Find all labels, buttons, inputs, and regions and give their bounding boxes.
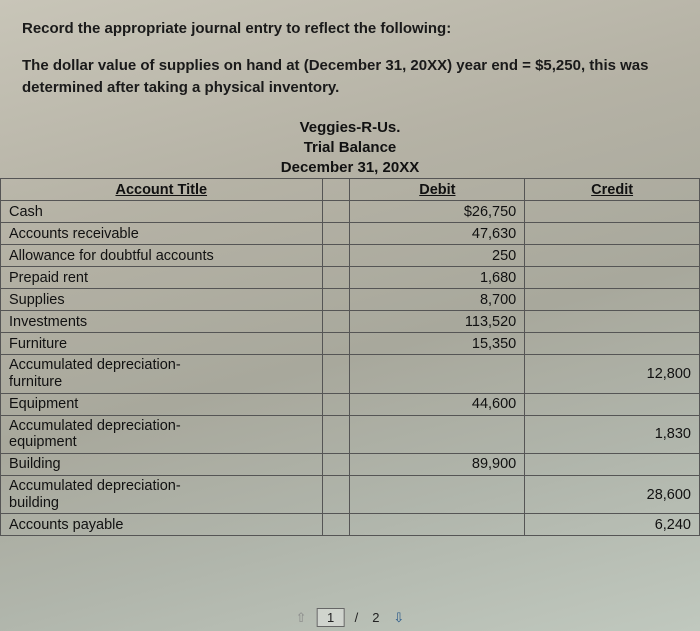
gap-cell (322, 415, 350, 453)
table-row: Equipment 44,600 (1, 393, 700, 415)
company-name: Veggies-R-Us. (0, 118, 700, 138)
prompt-line-1: Record the appropriate journal entry to … (22, 18, 678, 41)
prompt-line-2: The dollar value of supplies on hand at … (22, 55, 678, 100)
gap-cell (322, 355, 350, 393)
question-prompt: Record the appropriate journal entry to … (0, 18, 700, 100)
table-row: Accumulated depreciation-building 28,600 (1, 475, 700, 513)
gap-cell (322, 245, 350, 267)
table-row: Accounts payable 6,240 (1, 514, 700, 536)
table-row: Building 89,900 (1, 453, 700, 475)
credit-cell: 1,830 (525, 415, 700, 453)
account-cell: Accumulated depreciation-building (1, 475, 323, 513)
statement-date: December 31, 20XX (0, 158, 700, 178)
credit-cell (525, 289, 700, 311)
worksheet-page: Record the appropriate journal entry to … (0, 0, 700, 631)
account-cell: Furniture (1, 333, 323, 355)
table-row: Accounts receivable 47,630 (1, 223, 700, 245)
credit-cell: 28,600 (525, 475, 700, 513)
current-page: 1 (317, 608, 345, 627)
gap-cell (322, 267, 350, 289)
debit-cell: 250 (350, 245, 525, 267)
debit-cell: $26,750 (350, 201, 525, 223)
table-row: Cash $26,750 (1, 201, 700, 223)
table-row: Investments 113,520 (1, 311, 700, 333)
account-cell: Accumulated depreciation-equipment (1, 415, 323, 453)
debit-cell (350, 415, 525, 453)
account-cell: Investments (1, 311, 323, 333)
table-row: Accumulated depreciation-equipment 1,830 (1, 415, 700, 453)
gap-cell (322, 453, 350, 475)
trial-balance-table: Account Title Debit Credit Cash$26,750Ac… (0, 178, 700, 536)
credit-cell (525, 333, 700, 355)
gap-cell (322, 289, 350, 311)
gap-cell (322, 393, 350, 415)
account-cell: Prepaid rent (1, 267, 323, 289)
account-cell: Cash (1, 201, 323, 223)
debit-cell (350, 475, 525, 513)
debit-cell (350, 355, 525, 393)
debit-cell: 44,600 (350, 393, 525, 415)
credit-cell (525, 393, 700, 415)
statement-title: Trial Balance (0, 138, 700, 158)
account-cell: Allowance for doubtful accounts (1, 245, 323, 267)
table-header-row: Account Title Debit Credit (1, 179, 700, 201)
account-cell: Accounts payable (1, 514, 323, 536)
gap-cell (322, 475, 350, 513)
gap-cell (322, 201, 350, 223)
col-gap (322, 179, 350, 201)
table-row: Prepaid rent 1,680 (1, 267, 700, 289)
gap-cell (322, 333, 350, 355)
prev-page-icon[interactable]: ⇧ (292, 610, 311, 626)
trial-balance-body: Cash$26,750Accounts receivable47,630Allo… (1, 201, 700, 536)
table-row: Furniture 15,350 (1, 333, 700, 355)
gap-cell (322, 514, 350, 536)
account-cell: Supplies (1, 289, 323, 311)
debit-cell: 89,900 (350, 453, 525, 475)
debit-cell: 1,680 (350, 267, 525, 289)
next-page-icon[interactable]: ⇩ (389, 610, 408, 626)
credit-cell (525, 245, 700, 267)
total-pages: 2 (368, 609, 383, 626)
page-navigator: ⇧ 1 / 2 ⇩ (292, 608, 409, 627)
gap-cell (322, 311, 350, 333)
credit-cell (525, 223, 700, 245)
credit-cell (525, 311, 700, 333)
account-cell: Equipment (1, 393, 323, 415)
col-account-title: Account Title (1, 179, 323, 201)
credit-cell (525, 267, 700, 289)
col-credit: Credit (525, 179, 700, 201)
debit-cell: 47,630 (350, 223, 525, 245)
table-row: Supplies 8,700 (1, 289, 700, 311)
trial-balance-heading: Veggies-R-Us. Trial Balance December 31,… (0, 118, 700, 179)
credit-cell (525, 453, 700, 475)
credit-cell (525, 201, 700, 223)
account-cell: Accumulated depreciation-furniture (1, 355, 323, 393)
gap-cell (322, 223, 350, 245)
col-debit: Debit (350, 179, 525, 201)
account-cell: Accounts receivable (1, 223, 323, 245)
credit-cell: 12,800 (525, 355, 700, 393)
debit-cell: 8,700 (350, 289, 525, 311)
page-separator: / (351, 609, 363, 626)
debit-cell: 15,350 (350, 333, 525, 355)
credit-cell: 6,240 (525, 514, 700, 536)
table-row: Allowance for doubtful accounts 250 (1, 245, 700, 267)
debit-cell: 113,520 (350, 311, 525, 333)
account-cell: Building (1, 453, 323, 475)
debit-cell (350, 514, 525, 536)
table-row: Accumulated depreciation-furniture 12,800 (1, 355, 700, 393)
